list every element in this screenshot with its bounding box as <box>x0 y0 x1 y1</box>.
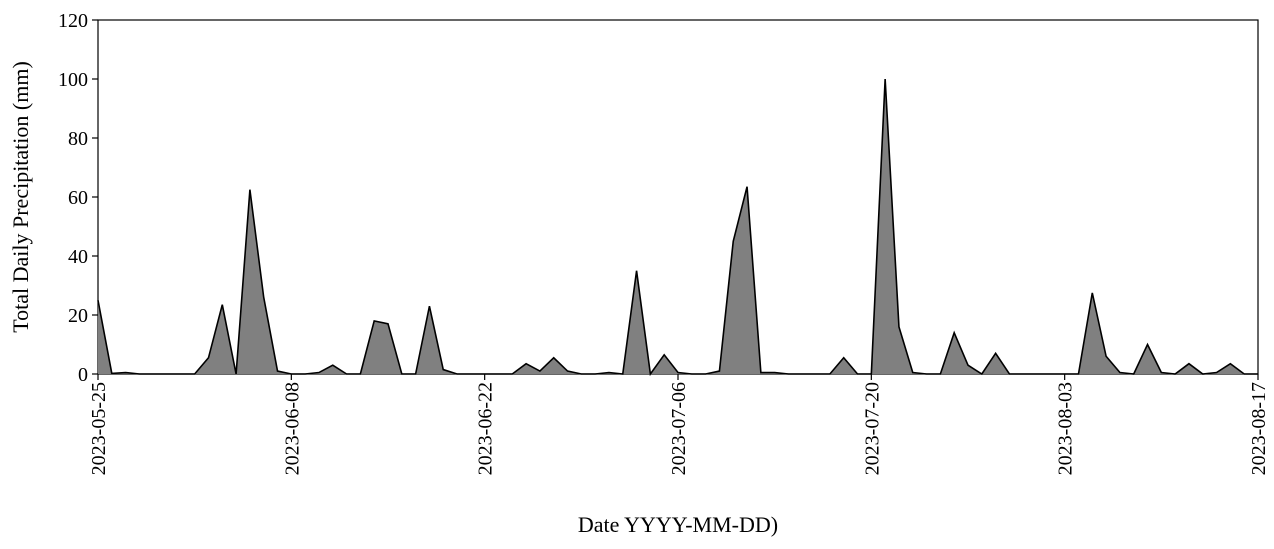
y-tick-label: 60 <box>68 187 88 209</box>
x-axis-title: Date YYYY-MM-DD) <box>578 512 778 537</box>
x-tick-label: 2023-07-06 <box>668 382 690 475</box>
y-tick-label: 0 <box>78 364 88 386</box>
x-tick-label: 2023-08-03 <box>1055 382 1077 475</box>
x-tick-label: 2023-06-08 <box>281 382 303 475</box>
y-tick-label: 40 <box>68 246 88 268</box>
y-tick-label: 100 <box>58 69 88 91</box>
x-tick-label: 2023-08-17 <box>1248 382 1270 475</box>
y-tick-label: 120 <box>58 10 88 32</box>
precipitation-line <box>97 78 1258 377</box>
y-tick-label: 20 <box>68 305 88 327</box>
plot-frame <box>97 19 1259 375</box>
y-tick-label: 80 <box>68 128 88 150</box>
x-tick-label: 2023-06-22 <box>475 382 497 475</box>
precipitation-area <box>98 79 1258 374</box>
y-axis-ticks: 0 20 40 60 80 100 120 <box>58 10 98 386</box>
x-axis-ticks: 2023-05-25 2023-06-08 2023-06-22 2023-07-06… <box>88 374 1270 475</box>
area-series <box>97 78 1258 377</box>
x-tick-label: 2023-05-25 <box>88 382 110 475</box>
x-tick-label: 2023-07-20 <box>861 382 883 475</box>
y-axis-title: Total Daily Precipitation (mm) <box>8 61 33 333</box>
